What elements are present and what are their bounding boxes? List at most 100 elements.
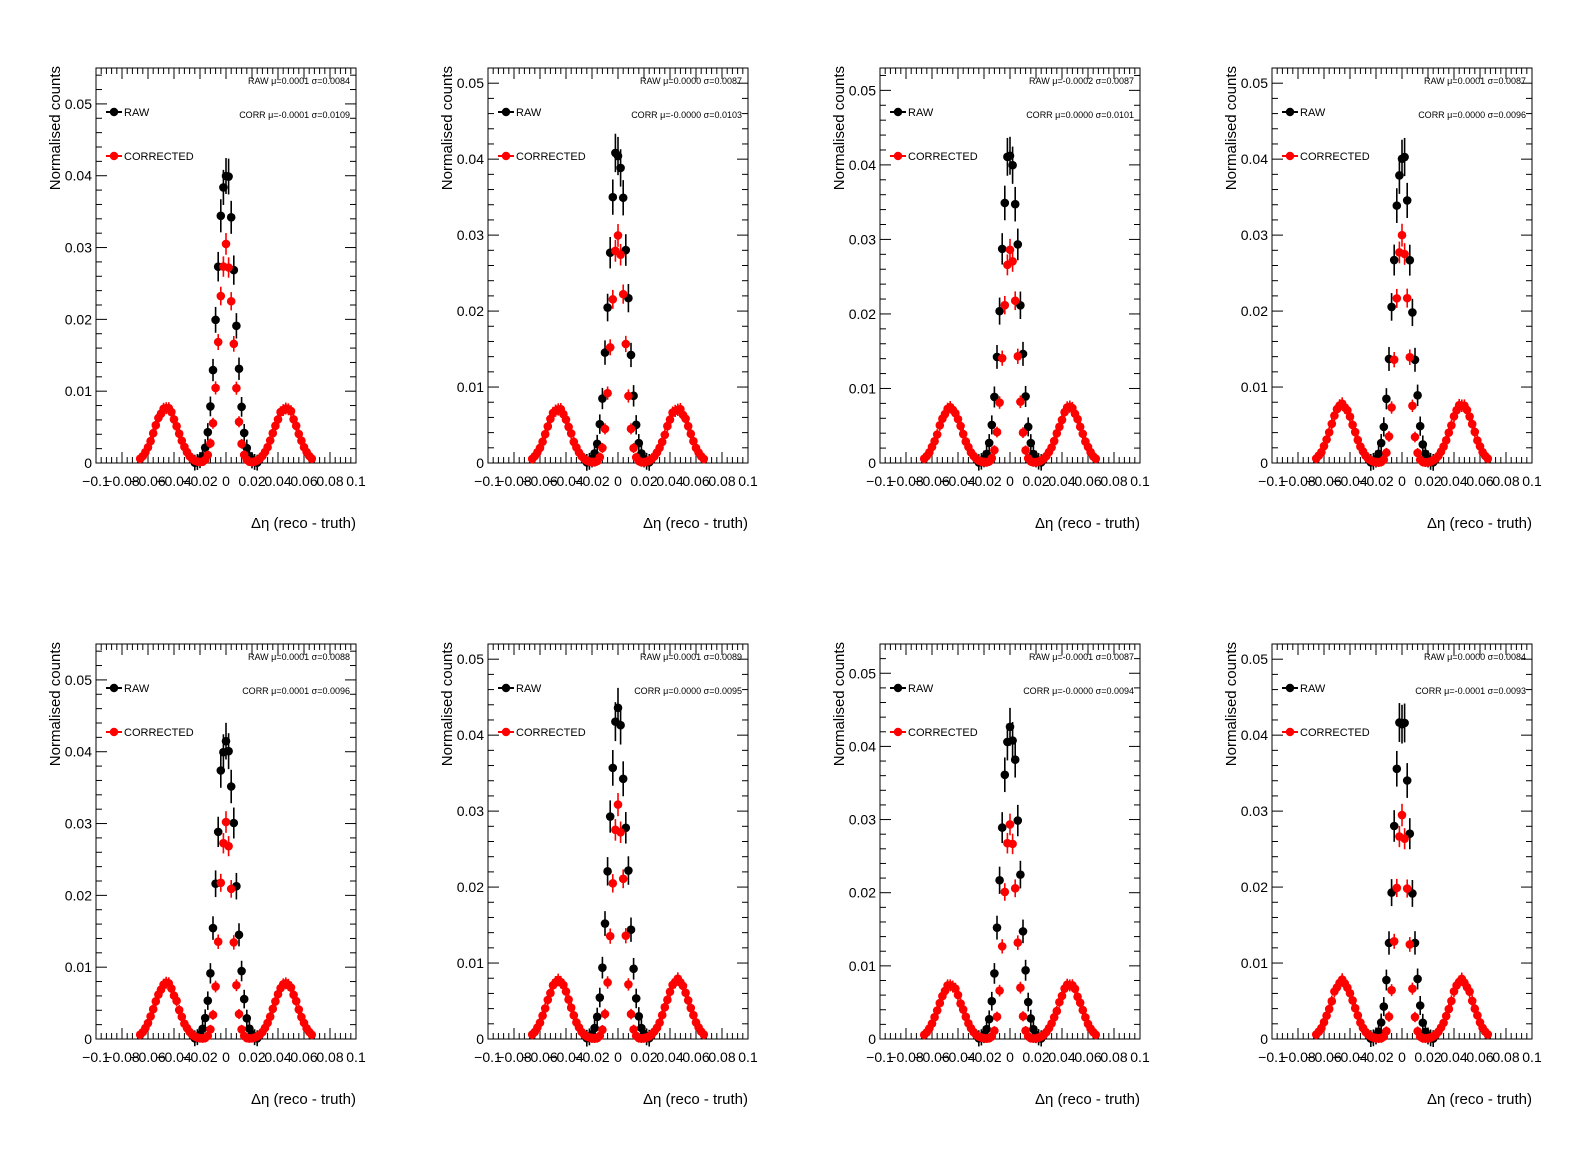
x-tick-label: 0.06 bbox=[1466, 1049, 1493, 1065]
raw-point bbox=[990, 392, 999, 402]
corrected-point bbox=[1447, 421, 1456, 430]
corrected-point bbox=[148, 1004, 158, 1014]
raw-point bbox=[997, 244, 1007, 254]
raw-point bbox=[224, 172, 233, 181]
x-tick-label: 0.06 bbox=[1074, 473, 1101, 489]
x-tick-label: 0.04 bbox=[1440, 473, 1467, 489]
x-tick-label: 0.1 bbox=[1130, 473, 1150, 489]
corrected-point bbox=[1410, 1012, 1420, 1022]
raw-point bbox=[616, 720, 625, 730]
y-tick-label: 0.02 bbox=[457, 303, 484, 319]
legend: RAW CORRECTED bbox=[1282, 683, 1370, 739]
x-tick-label: −0.02 bbox=[1358, 1049, 1394, 1065]
x-tick-label: 0.1 bbox=[1130, 1049, 1150, 1065]
y-tick-label: 0.02 bbox=[65, 887, 92, 903]
x-tick-label: −0.04 bbox=[548, 473, 584, 489]
y-tick-label: 0.05 bbox=[849, 665, 876, 681]
corr-stats-annotation: CORR μ=-0.0000 σ=0.0094 bbox=[1023, 686, 1134, 696]
corrected-point bbox=[992, 427, 1002, 437]
x-tick-label: −0.02 bbox=[574, 1049, 610, 1065]
legend-marker bbox=[893, 683, 903, 693]
corrected-point bbox=[992, 1012, 1002, 1021]
corrected-point bbox=[566, 1003, 576, 1013]
raw-point bbox=[206, 402, 215, 411]
corr-stats-annotation: CORR μ=-0.0000 σ=0.0103 bbox=[631, 110, 742, 120]
y-tick-label: 0.03 bbox=[849, 812, 876, 828]
y-tick-label: 0.02 bbox=[65, 311, 92, 327]
raw-point bbox=[987, 996, 997, 1006]
x-axis-label: Δη (reco - truth) bbox=[643, 515, 748, 532]
corrected-point bbox=[221, 239, 231, 249]
corrected-point bbox=[1091, 454, 1101, 464]
corrected-point bbox=[208, 1010, 218, 1020]
y-tick-label: 0.04 bbox=[849, 738, 876, 754]
y-axis-label: Normalised counts bbox=[439, 642, 456, 766]
x-tick-label: 0.02 bbox=[1022, 473, 1049, 489]
raw-point bbox=[237, 402, 246, 412]
raw-point bbox=[1000, 770, 1010, 780]
x-tick-label: 0.02 bbox=[1414, 473, 1441, 489]
legend-marker bbox=[1285, 727, 1295, 737]
corrected-point bbox=[689, 1010, 698, 1020]
y-axis-label: Normalised counts bbox=[47, 66, 64, 190]
raw-point bbox=[203, 996, 213, 1005]
y-tick-label: 0.01 bbox=[457, 955, 484, 971]
corrected-point bbox=[1410, 432, 1420, 442]
corrected-point bbox=[660, 430, 670, 440]
raw-point bbox=[1013, 816, 1023, 825]
series-corrected bbox=[135, 811, 317, 1043]
legend: RAW CORRECTED bbox=[498, 107, 586, 163]
raw-point bbox=[1413, 974, 1422, 984]
raw-point bbox=[1376, 438, 1386, 448]
corrected-point bbox=[618, 874, 628, 884]
y-tick-label: 0.04 bbox=[65, 744, 92, 760]
corrected-point bbox=[605, 343, 615, 352]
y-tick-label: 0 bbox=[868, 455, 876, 471]
x-tick-label: −0.1 bbox=[82, 1049, 110, 1065]
corrected-point bbox=[1400, 834, 1409, 844]
corrected-point bbox=[616, 827, 625, 837]
y-axis-label: Normalised counts bbox=[1223, 66, 1240, 190]
series-corrected bbox=[527, 792, 709, 1044]
raw-point bbox=[984, 1014, 994, 1024]
corrected-point bbox=[1389, 936, 1399, 946]
corrected-point bbox=[1387, 403, 1396, 412]
raw-point bbox=[234, 930, 244, 940]
corrected-point bbox=[234, 417, 244, 427]
x-tick-label: 0 bbox=[222, 473, 230, 489]
x-axis-label: Δη (reco - truth) bbox=[251, 1091, 356, 1108]
corrected-point bbox=[958, 429, 968, 439]
y-tick-label: 0 bbox=[868, 1031, 876, 1047]
corr-stats-annotation: CORR μ=0.0000 σ=0.0101 bbox=[1026, 110, 1134, 120]
raw-point bbox=[1389, 821, 1399, 831]
plot-frame bbox=[1271, 67, 1533, 464]
x-tick-label: −0.1 bbox=[866, 473, 894, 489]
x-tick-label: −0.08 bbox=[1280, 1049, 1316, 1065]
corrected-point bbox=[624, 980, 633, 989]
x-tick-label: 0.08 bbox=[1100, 473, 1127, 489]
raw-stats-annotation: RAW μ=0.0001 σ=0.0088 bbox=[248, 652, 350, 662]
y-tick-label: 0.02 bbox=[849, 306, 876, 322]
corrected-point bbox=[1010, 296, 1020, 306]
corrected-point bbox=[229, 938, 239, 947]
legend-label: CORRECTED bbox=[516, 727, 586, 739]
y-axis-label: Normalised counts bbox=[439, 66, 456, 190]
raw-point bbox=[608, 192, 618, 202]
panel-3: −0.1−0.08−0.06−0.04−0.02 0 0.020.040.060.0… bbox=[831, 66, 1150, 532]
raw-point bbox=[603, 867, 612, 876]
corrected-point bbox=[1389, 355, 1399, 364]
x-tick-label: −0.04 bbox=[156, 1049, 192, 1065]
corrected-point bbox=[294, 1005, 304, 1014]
x-tick-label: −0.04 bbox=[940, 1049, 976, 1065]
corrected-point bbox=[1465, 987, 1474, 996]
raw-point bbox=[598, 963, 607, 972]
corrected-point bbox=[621, 931, 631, 940]
corrected-point bbox=[538, 437, 547, 447]
raw-point bbox=[1392, 764, 1402, 774]
x-axis-label: Δη (reco - truth) bbox=[1427, 1091, 1532, 1108]
x-tick-label: 0.04 bbox=[656, 1049, 683, 1065]
corrected-point bbox=[1324, 428, 1334, 437]
corrected-point bbox=[997, 353, 1007, 363]
raw-point bbox=[1016, 870, 1025, 879]
corrected-point bbox=[953, 990, 963, 1000]
